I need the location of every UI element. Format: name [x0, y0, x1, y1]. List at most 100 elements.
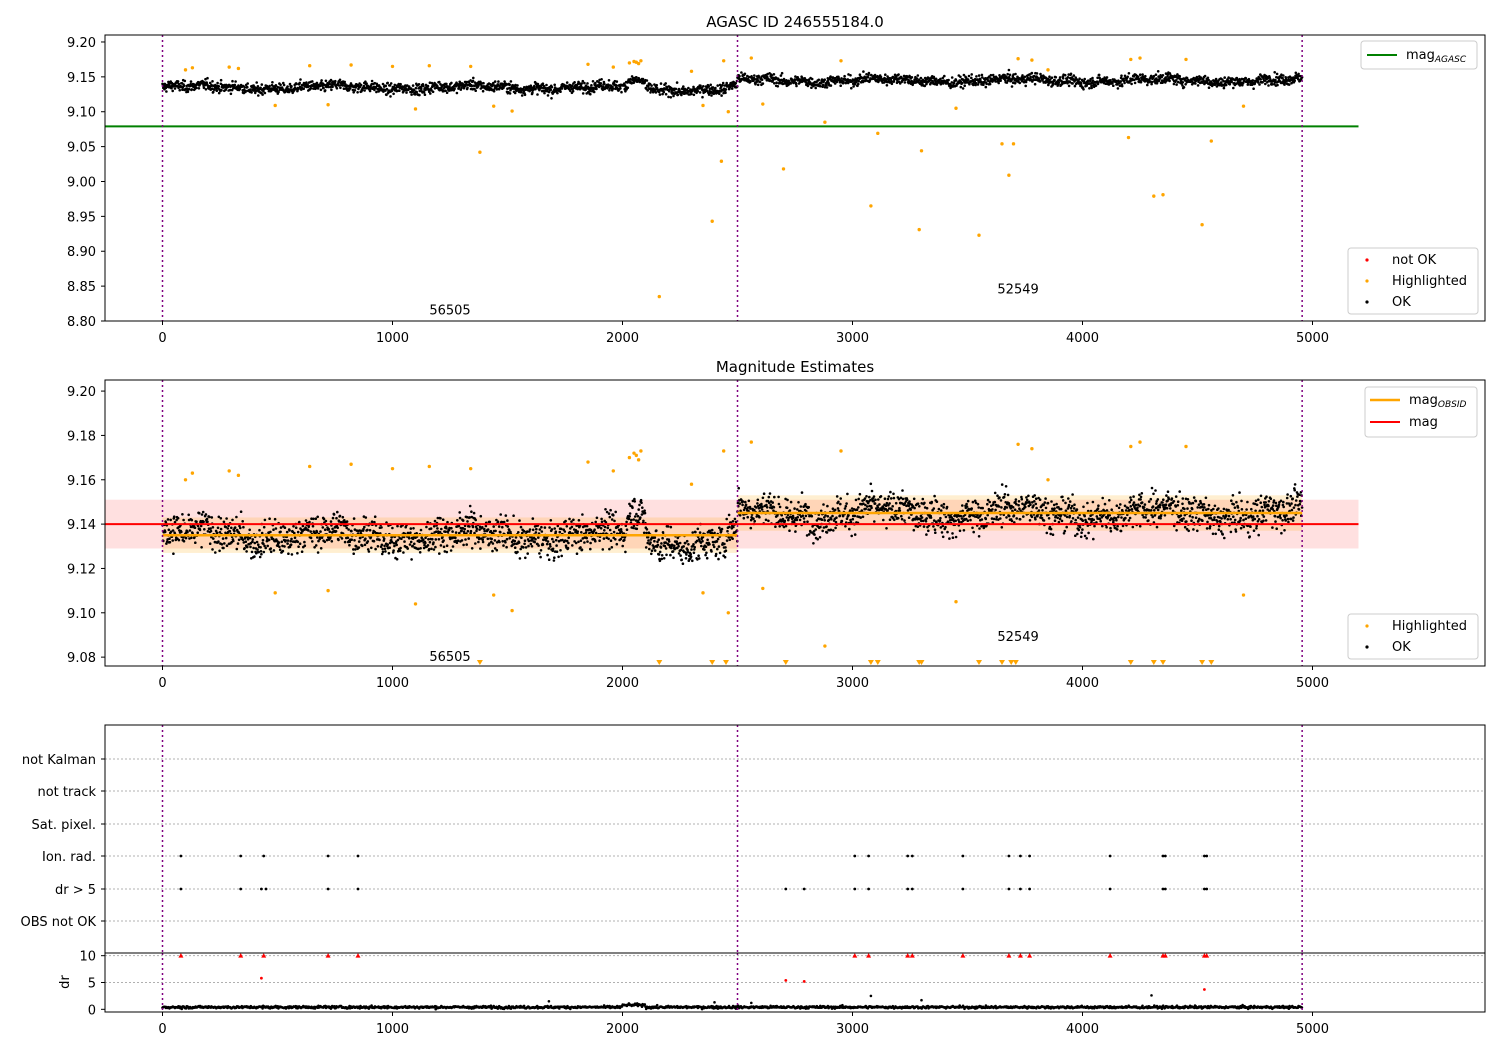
agasc-ok-point [721, 83, 724, 87]
magnitude-ok-point [466, 529, 470, 533]
agasc-ok-point [749, 80, 752, 83]
agasc-ok-point [890, 80, 893, 83]
magnitude-ok-point [921, 519, 925, 523]
agasc-ok-point [1275, 72, 1279, 76]
agasc-ok-point [758, 80, 762, 84]
magnitude-ok-point [296, 540, 300, 544]
magnitude-ok-point [381, 550, 385, 554]
magnitude-ok-point [725, 539, 729, 542]
agasc-ok-point [243, 86, 246, 89]
agasc-ok-point [721, 81, 725, 85]
agasc-ok-point [322, 86, 325, 90]
magnitude-ok-point [677, 544, 680, 548]
agasc-ok-point [1182, 86, 1186, 89]
agasc-ok-point [542, 89, 545, 93]
magnitude-ok-point [834, 526, 837, 530]
agasc-ok-point [819, 81, 823, 85]
magnitude-ok-point [679, 554, 682, 557]
magnitude-ok-point [209, 527, 212, 530]
magnitude-ok-point [854, 498, 858, 502]
agasc-ok-point [472, 76, 475, 80]
magnitude-ok-point [298, 520, 301, 524]
magnitude-ok-point [470, 510, 473, 513]
magnitude-ok-point [680, 558, 683, 562]
agasc-ok-point [970, 76, 973, 80]
magnitude-ok-point [671, 550, 675, 553]
magnitude-ok-point [788, 529, 791, 532]
magnitude-ok-point [669, 525, 673, 529]
agasc-ok-point [1219, 81, 1223, 84]
magnitude-ok-point [441, 518, 445, 521]
agasc-ok-point [654, 91, 658, 94]
agasc-ok-point [470, 84, 474, 88]
magnitude-ok-point [865, 495, 868, 498]
agasc-ok-point [444, 89, 447, 92]
magnitude-ok-point [380, 543, 384, 547]
magnitude-ok-point [893, 518, 896, 522]
agasc-ok-point [979, 78, 982, 81]
magnitude-ok-point [336, 526, 340, 529]
magnitude-ok-point [563, 530, 567, 533]
magnitude-ok-point [277, 541, 281, 544]
agasc-ok-point [598, 78, 601, 82]
agasc-ok-point [890, 82, 894, 86]
magnitude-ok-point [206, 520, 209, 523]
magnitude-ok-point [225, 544, 229, 547]
agasc-ok-point [586, 82, 589, 85]
magnitude-ok-point [767, 519, 770, 523]
magnitude-ok-point [619, 528, 623, 531]
agasc-ok-point [1139, 80, 1143, 84]
agasc-ok-point [1258, 83, 1261, 86]
magnitude-ok-point [539, 555, 542, 559]
magnitude-ok-point [716, 547, 719, 551]
agasc-ok-point [770, 74, 774, 77]
magnitude-ok-point [787, 518, 790, 522]
magnitude-ok-point [829, 528, 833, 532]
agasc-ok-point [724, 91, 727, 95]
magnitude-ok-point [519, 525, 523, 529]
agasc-ok-point [277, 90, 280, 94]
magnitude-ok-point [226, 527, 230, 530]
agasc-ok-point [939, 77, 942, 81]
magnitude-ok-point [486, 537, 490, 541]
magnitude-ok-point [259, 550, 263, 553]
magnitude-ok-point [540, 525, 543, 529]
magnitude-ok-point [383, 547, 387, 551]
agasc-ok-point [858, 73, 862, 76]
magnitude-ok-point [565, 525, 569, 528]
agasc-ok-point [711, 86, 715, 89]
magnitude-ok-point [502, 544, 505, 547]
magnitude-ok-point [663, 544, 667, 548]
agasc-ok-point [1006, 72, 1009, 76]
agasc-ok-point [1083, 77, 1086, 81]
agasc-ok-point [319, 88, 323, 92]
magnitude-ok-point [223, 542, 226, 545]
magnitude-ok-point [804, 502, 807, 506]
magnitude-ok-point [772, 505, 776, 509]
magnitude-ok-point [630, 518, 633, 522]
magnitude-ok-point [257, 550, 261, 554]
magnitude-ok-point [279, 526, 283, 529]
magnitude-ok-point [661, 536, 664, 540]
agasc-ok-point [508, 83, 512, 86]
agasc-legend-bottom: not OK Highlighted OK [1347, 247, 1479, 315]
agasc-ok-point [658, 93, 662, 96]
agasc-ok-point [569, 89, 572, 93]
magnitude-ok-point [889, 490, 892, 494]
agasc-ok-point [1071, 82, 1074, 85]
magnitude-ok-point [350, 538, 354, 541]
magnitude-ok-point [821, 529, 824, 533]
magnitude-ok-point [454, 531, 458, 534]
agasc-ok-point [323, 89, 327, 92]
magnitude-ok-point [558, 530, 562, 534]
magnitude-ok-point [785, 506, 789, 510]
magnitude-ok-point [354, 548, 357, 551]
agasc-ok-point [417, 83, 421, 86]
agasc-ok-point [260, 83, 264, 86]
agasc-xtick-label: 4000 [1066, 331, 1099, 346]
magnitude-ok-point [594, 531, 598, 535]
agasc-ok-point [916, 74, 920, 77]
agasc-highlighted-point [722, 59, 726, 63]
magnitude-ok-point [810, 514, 814, 518]
agasc-ok-point [330, 88, 333, 92]
